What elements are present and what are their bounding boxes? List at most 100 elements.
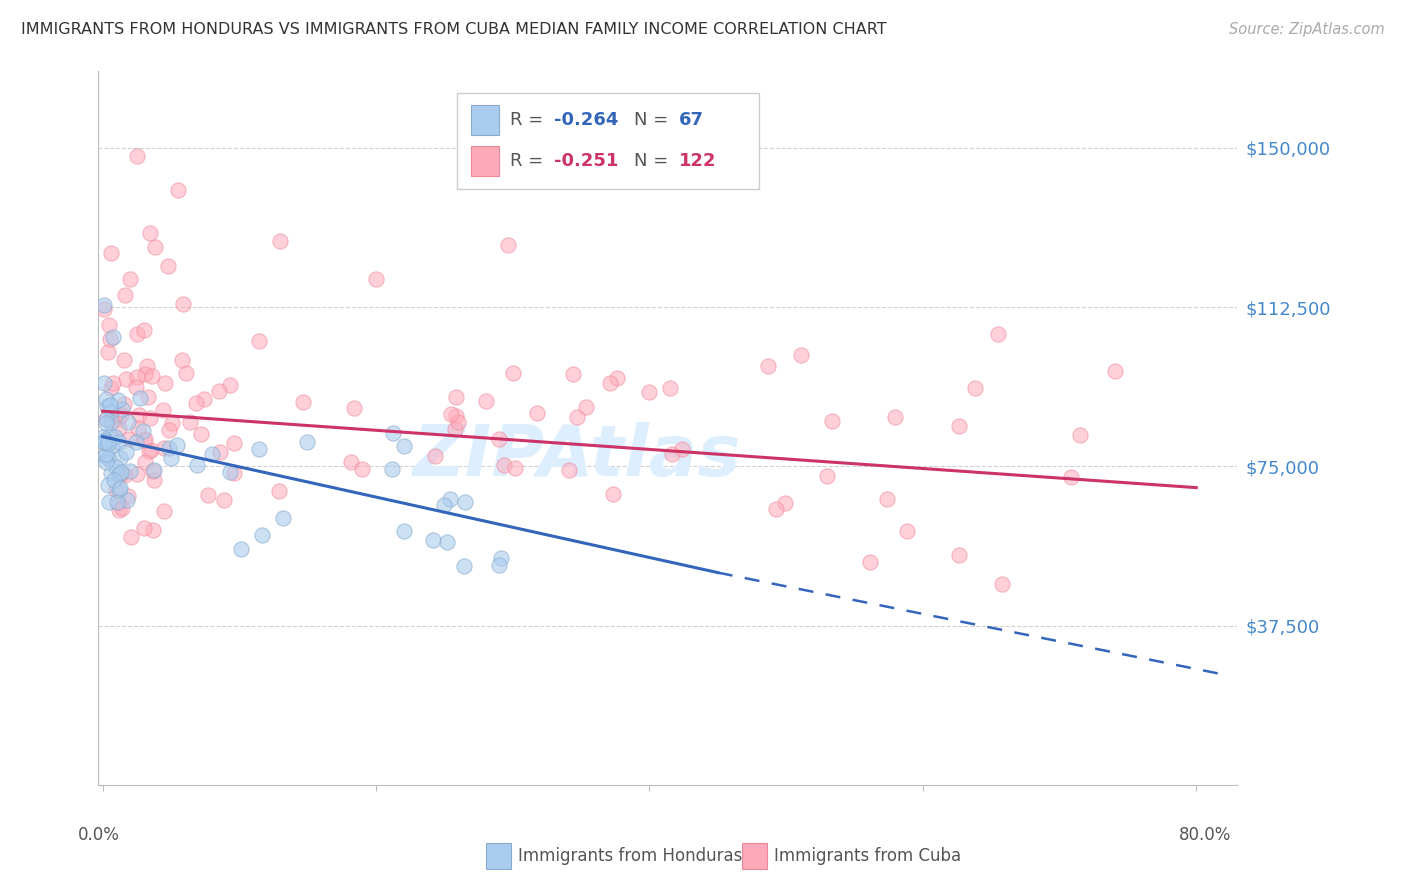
Point xyxy=(671,442,693,457)
Point xyxy=(98,332,121,346)
Point xyxy=(108,467,131,481)
Point xyxy=(575,400,598,414)
Point xyxy=(436,535,458,549)
Point xyxy=(505,460,527,475)
Point xyxy=(219,378,242,392)
Point xyxy=(110,465,132,479)
Point xyxy=(502,366,524,380)
Point xyxy=(103,473,125,487)
Point xyxy=(339,455,361,469)
Point xyxy=(756,359,779,373)
Point xyxy=(157,259,180,273)
Point xyxy=(93,298,115,312)
Point xyxy=(773,496,796,510)
Point xyxy=(948,418,970,433)
Point xyxy=(159,442,181,456)
Point xyxy=(138,443,160,458)
Point xyxy=(965,381,987,395)
Point xyxy=(108,483,131,498)
Point xyxy=(97,477,120,491)
Point xyxy=(658,381,681,395)
Text: 80.0%: 80.0% xyxy=(1180,826,1232,845)
Point xyxy=(488,432,510,446)
Point xyxy=(267,483,290,498)
Point xyxy=(492,458,515,472)
Point xyxy=(125,435,148,450)
Text: -0.251: -0.251 xyxy=(554,152,619,169)
Point xyxy=(152,403,174,417)
Point xyxy=(157,423,180,437)
Point xyxy=(110,467,132,481)
Bar xyxy=(742,844,766,869)
Point xyxy=(96,412,118,426)
Point xyxy=(208,445,231,459)
Point xyxy=(97,436,120,450)
Point xyxy=(107,412,129,426)
Point xyxy=(184,396,207,410)
Bar xyxy=(471,105,499,135)
Point xyxy=(93,376,115,391)
Point xyxy=(139,442,162,457)
Point xyxy=(422,533,444,548)
Point xyxy=(197,488,219,502)
Point xyxy=(172,297,194,311)
Point xyxy=(110,409,132,423)
Point xyxy=(104,483,127,498)
Point xyxy=(160,451,183,466)
Point xyxy=(186,458,208,472)
Point xyxy=(491,551,513,566)
Point xyxy=(125,370,148,384)
Point xyxy=(439,491,461,506)
Point xyxy=(190,426,212,441)
FancyBboxPatch shape xyxy=(457,93,759,189)
Point xyxy=(114,445,136,459)
Text: Immigrants from Cuba: Immigrants from Cuba xyxy=(773,847,960,865)
Point xyxy=(114,287,136,301)
Point xyxy=(134,367,156,381)
Point xyxy=(93,302,115,317)
Point xyxy=(142,464,165,478)
Text: 67: 67 xyxy=(679,111,704,128)
Point xyxy=(443,422,465,436)
Point xyxy=(94,455,117,469)
Point xyxy=(174,366,197,380)
Point xyxy=(193,392,215,406)
Point xyxy=(112,352,135,367)
Point xyxy=(599,376,621,391)
Point xyxy=(488,558,510,573)
Point xyxy=(107,392,129,407)
Point xyxy=(94,392,117,407)
Point xyxy=(98,399,121,413)
Point xyxy=(790,347,813,361)
Point xyxy=(172,353,194,368)
Point xyxy=(142,523,165,537)
Point xyxy=(120,530,142,544)
Point xyxy=(179,415,201,429)
Point xyxy=(364,271,387,285)
Point xyxy=(125,326,148,341)
Point xyxy=(526,406,548,420)
Point xyxy=(128,408,150,422)
Point xyxy=(93,430,115,444)
Point xyxy=(100,411,122,425)
Point xyxy=(129,392,152,406)
Point xyxy=(118,464,141,478)
Point xyxy=(269,234,291,248)
Point xyxy=(117,489,139,503)
Point xyxy=(423,449,446,463)
Point xyxy=(440,407,463,421)
Point xyxy=(661,448,683,462)
Point xyxy=(104,430,127,444)
Point xyxy=(134,455,156,469)
Point xyxy=(153,376,176,390)
Point xyxy=(96,399,118,413)
Point xyxy=(125,149,148,163)
Point xyxy=(134,521,156,535)
Point xyxy=(883,410,905,425)
Point xyxy=(896,524,918,538)
Point xyxy=(100,246,122,260)
Point xyxy=(160,416,183,430)
Point xyxy=(101,438,124,452)
Point xyxy=(454,495,477,509)
Point xyxy=(496,238,519,252)
